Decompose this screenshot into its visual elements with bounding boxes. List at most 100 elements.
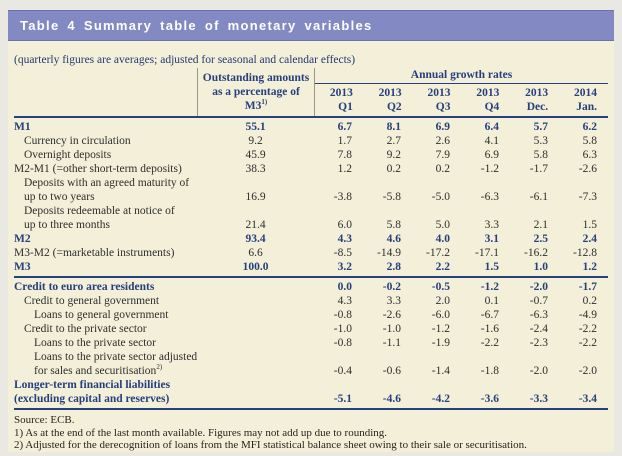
growth-value: 6.2 bbox=[582, 121, 597, 133]
growth-value: 4.1 bbox=[484, 135, 499, 147]
growth-value: -5.8 bbox=[382, 191, 401, 203]
row-label: Credit to the private sector bbox=[24, 323, 147, 335]
growth-value: -5.0 bbox=[431, 191, 450, 203]
outstanding-value: 16.9 bbox=[245, 191, 266, 203]
growth-value: -2.2 bbox=[578, 337, 597, 349]
growth-value: -7.3 bbox=[578, 191, 597, 203]
document-page: (quarterly figures are averages; adjuste… bbox=[8, 41, 614, 452]
growth-value: -2.4 bbox=[529, 323, 548, 335]
growth-value: -2.0 bbox=[529, 281, 548, 293]
growth-value: 5.8 bbox=[386, 219, 401, 231]
growth-value: -1.2 bbox=[431, 323, 450, 335]
growth-value: 5.8 bbox=[582, 135, 597, 147]
growth-value: 4.0 bbox=[435, 233, 450, 245]
growth-value: -12.8 bbox=[573, 247, 597, 259]
growth-value: 1.7 bbox=[337, 135, 352, 147]
growth-value: -4.2 bbox=[431, 393, 450, 405]
growth-value: 3.3 bbox=[386, 295, 401, 307]
growth-value: 0.0 bbox=[337, 281, 352, 293]
period-header-row: 2013 Q1 2013 Q2 2013 Q3 2013 Q4 2013 Dec. 201… bbox=[315, 84, 608, 114]
growth-value: 4.6 bbox=[386, 233, 401, 245]
table-row: Overnight deposits 45.9 7.8 9.2 7.9 6.9 … bbox=[14, 148, 608, 162]
growth-value: -1.2 bbox=[480, 163, 499, 175]
source-note: Source: ECB. bbox=[14, 414, 75, 426]
row-label: Credit to euro area residents bbox=[14, 281, 155, 293]
row-label: Loans to the private sector adjusted for… bbox=[34, 351, 198, 377]
growth-value: 0.2 bbox=[386, 163, 401, 175]
section-rule bbox=[14, 276, 608, 278]
growth-value: 2.6 bbox=[435, 135, 450, 147]
growth-value: -4.6 bbox=[382, 393, 401, 405]
row-label: M3 bbox=[14, 261, 31, 273]
table-row: M3 100.0 3.2 2.8 2.2 1.5 1.0 1.2 bbox=[14, 260, 608, 274]
growth-value: 5.3 bbox=[533, 135, 548, 147]
growth-value: 5.0 bbox=[435, 219, 450, 231]
outstanding-value: 9.2 bbox=[248, 135, 263, 147]
growth-value: -0.8 bbox=[333, 337, 352, 349]
growth-value: 3.1 bbox=[484, 233, 499, 245]
title-bar: Table 4 Summary table of monetary variab… bbox=[8, 10, 614, 41]
table-row: M2-M1 (=other short-term deposits) 38.3 … bbox=[14, 162, 608, 176]
row-label: Currency in circulation bbox=[24, 135, 131, 147]
growth-value: 0.1 bbox=[484, 295, 499, 307]
growth-value: -3.3 bbox=[529, 393, 548, 405]
growth-value: -1.2 bbox=[480, 281, 499, 293]
table-row: M3-M2 (=marketable instruments) 6.6 -8.5… bbox=[14, 246, 608, 260]
col-header-2013-q3: 2013 Q3 bbox=[427, 87, 451, 113]
table-row: M1 55.1 6.7 8.1 6.9 6.4 5.7 6.2 bbox=[14, 120, 608, 134]
growth-value: -0.2 bbox=[382, 281, 401, 293]
outstanding-value: 100.0 bbox=[242, 261, 269, 273]
growth-value: 6.3 bbox=[582, 149, 597, 161]
growth-value: -0.7 bbox=[529, 295, 548, 307]
growth-header-group: Annual growth rates 2013 Q1 2013 Q2 2013 Q3… bbox=[314, 68, 608, 116]
growth-value: -17.2 bbox=[426, 247, 450, 259]
growth-value: -2.3 bbox=[529, 337, 548, 349]
table-row: Loans to the private sector adjusted for… bbox=[14, 350, 608, 378]
footnote-marker: 2) bbox=[156, 363, 163, 372]
header-label-spacer bbox=[14, 68, 197, 116]
growth-value: 5.8 bbox=[533, 149, 548, 161]
outstanding-header-line3: M31) bbox=[244, 98, 268, 112]
growth-value: 2.0 bbox=[435, 295, 450, 307]
row-label: Loans to the private sector bbox=[34, 337, 156, 349]
growth-value: 2.4 bbox=[582, 233, 597, 245]
row-label: Deposits redeemable at notice of up to t… bbox=[24, 205, 175, 231]
growth-value: -3.4 bbox=[578, 393, 597, 405]
row-label: M3-M2 (=marketable instruments) bbox=[14, 247, 175, 259]
growth-value: -6.7 bbox=[480, 309, 499, 321]
credit-section: Credit to euro area residents 0.0 -0.2 -… bbox=[14, 278, 608, 408]
table-subtitle: (quarterly figures are averages; adjuste… bbox=[14, 54, 356, 66]
outstanding-value: 38.3 bbox=[245, 163, 266, 175]
header-rule bbox=[14, 116, 608, 118]
table-row: Currency in circulation 9.2 1.7 2.7 2.6 … bbox=[14, 134, 608, 148]
row-label: Longer-term financial liabilities (exclu… bbox=[14, 379, 171, 405]
growth-value: 6.9 bbox=[435, 121, 450, 133]
outstanding-value: 6.6 bbox=[248, 247, 263, 259]
bottom-rule bbox=[14, 408, 608, 410]
growth-value: 0.2 bbox=[435, 163, 450, 175]
col-header-growth: Annual growth rates bbox=[315, 68, 608, 84]
growth-value: -3.8 bbox=[333, 191, 352, 203]
growth-value: 1.5 bbox=[582, 219, 597, 231]
col-header-2014-jan: 2014 Jan. bbox=[573, 87, 597, 113]
growth-value: -1.4 bbox=[431, 365, 450, 377]
growth-value: 2.5 bbox=[533, 233, 548, 245]
col-header-2013-q1: 2013 Q1 bbox=[329, 87, 353, 113]
growth-value: 2.2 bbox=[435, 261, 450, 273]
growth-value: 6.9 bbox=[484, 149, 499, 161]
growth-value: -14.9 bbox=[377, 247, 401, 259]
growth-value: -1.0 bbox=[333, 323, 352, 335]
row-label: M1 bbox=[14, 121, 31, 133]
growth-value: 2.1 bbox=[533, 219, 548, 231]
growth-value: 6.4 bbox=[484, 121, 499, 133]
monetary-aggregates-section: M1 55.1 6.7 8.1 6.9 6.4 5.7 6.2 Currency… bbox=[14, 118, 608, 276]
growth-value: -0.5 bbox=[431, 281, 450, 293]
growth-value: 3.2 bbox=[337, 261, 352, 273]
outstanding-value: 55.1 bbox=[245, 121, 266, 133]
growth-value: -2.0 bbox=[578, 365, 597, 377]
table-header: Outstanding amounts as a percentage of M… bbox=[14, 68, 608, 116]
growth-value: -2.6 bbox=[382, 309, 401, 321]
growth-value: 4.3 bbox=[337, 233, 352, 245]
growth-value: -1.1 bbox=[382, 337, 401, 349]
col-header-2013-q4: 2013 Q4 bbox=[476, 87, 500, 113]
